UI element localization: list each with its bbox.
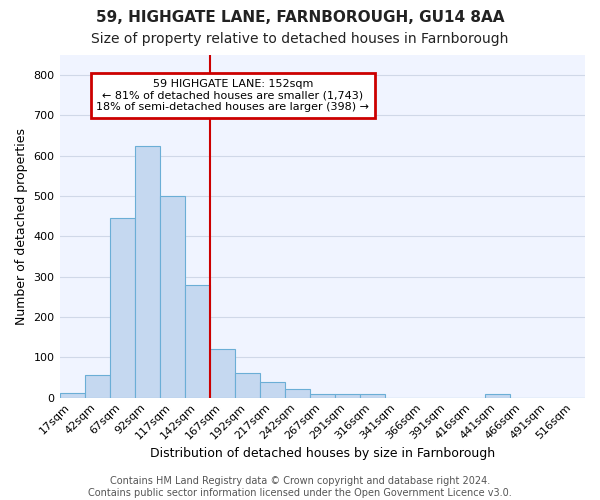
Bar — [185, 284, 209, 398]
Bar — [134, 146, 160, 398]
Bar — [360, 394, 385, 398]
Bar — [235, 372, 260, 398]
Bar — [110, 218, 134, 398]
X-axis label: Distribution of detached houses by size in Farnborough: Distribution of detached houses by size … — [150, 447, 495, 460]
Bar — [285, 388, 310, 398]
Bar — [85, 376, 110, 398]
Bar — [160, 196, 185, 398]
Bar — [485, 394, 510, 398]
Text: 59 HIGHGATE LANE: 152sqm
← 81% of detached houses are smaller (1,743)
18% of sem: 59 HIGHGATE LANE: 152sqm ← 81% of detach… — [97, 79, 370, 112]
Bar — [310, 394, 335, 398]
Text: Contains HM Land Registry data © Crown copyright and database right 2024.
Contai: Contains HM Land Registry data © Crown c… — [88, 476, 512, 498]
Text: 59, HIGHGATE LANE, FARNBOROUGH, GU14 8AA: 59, HIGHGATE LANE, FARNBOROUGH, GU14 8AA — [96, 10, 504, 25]
Bar — [59, 393, 85, 398]
Bar — [260, 382, 285, 398]
Y-axis label: Number of detached properties: Number of detached properties — [15, 128, 28, 325]
Bar — [335, 394, 360, 398]
Text: Size of property relative to detached houses in Farnborough: Size of property relative to detached ho… — [91, 32, 509, 46]
Bar — [209, 349, 235, 398]
